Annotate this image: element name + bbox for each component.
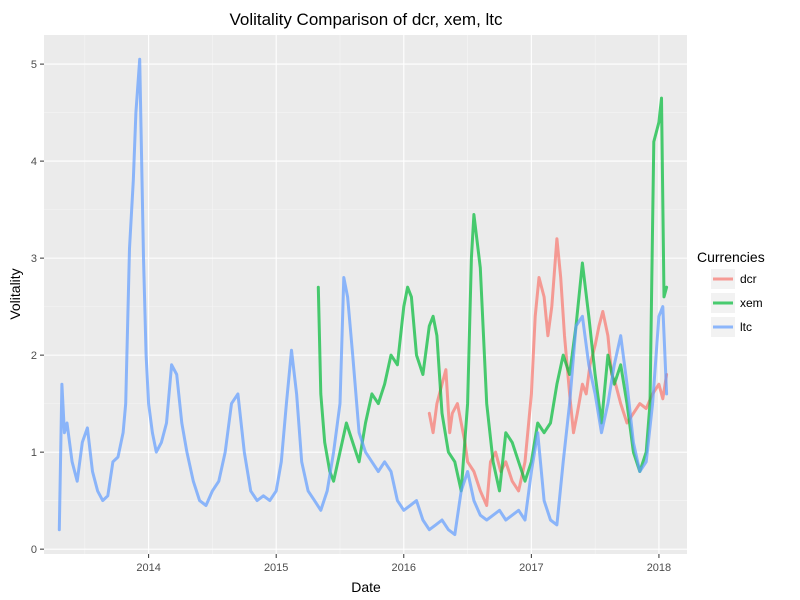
grid-major xyxy=(44,35,687,554)
x-tick-label: 2014 xyxy=(136,562,160,574)
legend: Currencies dcr xem ltc xyxy=(697,249,765,337)
series-line-ltc xyxy=(57,57,669,537)
y-axis-label: Volitality xyxy=(7,268,23,319)
series-line-dcr xyxy=(427,237,669,507)
x-axis-label: Date xyxy=(351,579,381,595)
x-tick-label: 2016 xyxy=(392,562,416,574)
y-tick-label: 5 xyxy=(31,59,37,71)
ticks-layer: 2014 2015 2016 2017 2018 0 1 2 3 4 5 xyxy=(31,59,671,574)
legend-title: Currencies xyxy=(697,249,765,265)
legend-label-ltc: ltc xyxy=(740,320,752,334)
x-tick-label: 2015 xyxy=(264,562,288,574)
legend-label-dcr: dcr xyxy=(740,272,757,286)
x-tick-label: 2018 xyxy=(647,562,671,574)
legend-label-xem: xem xyxy=(740,296,763,310)
y-tick-label: 2 xyxy=(31,350,37,362)
series-layer xyxy=(57,57,669,537)
y-tick-label: 0 xyxy=(31,544,37,556)
x-tick-label: 2017 xyxy=(519,562,543,574)
y-tick-label: 4 xyxy=(31,156,37,168)
chart-title: Volitality Comparison of dcr, xem, ltc xyxy=(229,10,503,29)
y-tick-label: 3 xyxy=(31,253,37,265)
y-tick-label: 1 xyxy=(31,447,37,459)
series-line-xem xyxy=(316,96,669,493)
